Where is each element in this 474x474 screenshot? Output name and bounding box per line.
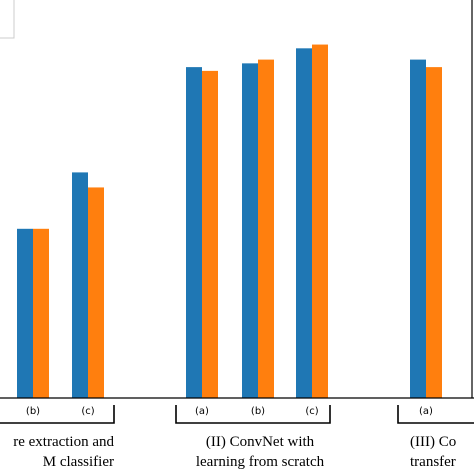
legend-box [0, 0, 15, 39]
group-bracket-2 [175, 405, 331, 424]
group-label-3-line-2: transfer [410, 454, 456, 470]
bar-series2-4 [258, 59, 274, 398]
x-tick-label: (b) [26, 406, 40, 417]
group-label-1-line-2: M classifier [43, 454, 114, 470]
bar-series1-1 [17, 228, 33, 398]
bar-series1-3 [186, 67, 202, 399]
bar-series1-6 [410, 59, 426, 398]
x-tick-label: (a) [419, 406, 433, 417]
group-label-3-line-1: (III) Co [410, 434, 456, 450]
group-bracket-3 [397, 405, 474, 424]
group-brackets-layer [0, 405, 474, 424]
bar-series2-5 [312, 44, 328, 399]
x-tick-label: (a) [195, 406, 209, 417]
bar-series1-5 [296, 48, 312, 398]
x-tick-label: (c) [305, 406, 318, 417]
bar-series2-6 [426, 67, 442, 399]
group-labels-layer: re extraction and M classifier (II) ConvNe… [13, 434, 456, 470]
group-label-2-line-1: (II) ConvNet with [206, 434, 315, 450]
bar-series2-1 [33, 228, 49, 398]
group-bracket-1 [0, 405, 115, 424]
bar-series1-2 [72, 172, 88, 398]
bar-series2-2 [88, 187, 104, 398]
bars-layer [17, 44, 442, 399]
bar-series1-4 [242, 63, 258, 399]
bar-series2-3 [202, 70, 218, 398]
tick-labels-layer: (b) (c) (a) (b) (c) (a) [26, 406, 433, 417]
x-tick-label: (c) [81, 406, 94, 417]
group-label-1-line-1: re extraction and [13, 434, 114, 450]
x-tick-label: (b) [251, 406, 265, 417]
group-label-2-line-2: learning from scratch [196, 454, 325, 470]
